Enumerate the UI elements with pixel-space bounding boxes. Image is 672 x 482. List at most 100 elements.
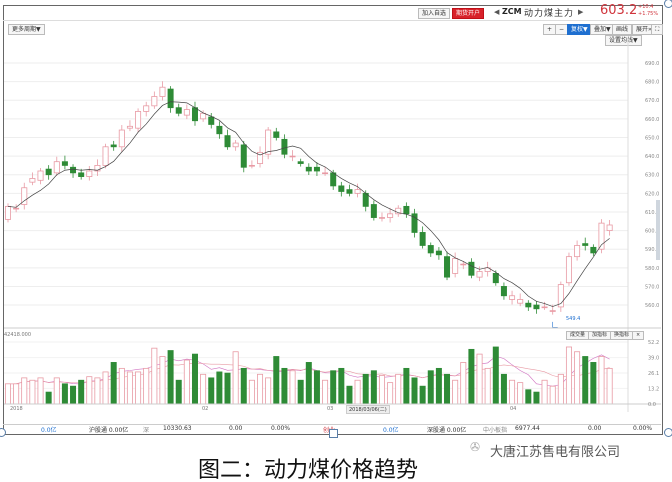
x-label-04: 04 bbox=[510, 406, 517, 412]
volume-bar bbox=[533, 391, 540, 405]
candle-body bbox=[297, 161, 304, 164]
candle-body bbox=[411, 213, 418, 233]
volume-bar bbox=[143, 367, 150, 405]
volume-bar bbox=[322, 379, 329, 405]
status-sz-index: 10330.63 bbox=[163, 425, 192, 432]
add-watchlist-button[interactable]: 加入自选 bbox=[418, 8, 451, 19]
x-label-03: 03 bbox=[327, 406, 334, 412]
candle-body bbox=[419, 232, 426, 246]
fullscreen-button[interactable]: ⛶ bbox=[651, 24, 664, 35]
change-indicator-button[interactable]: 换指标 bbox=[610, 331, 634, 340]
volume-bar bbox=[13, 383, 20, 405]
volume-bar bbox=[435, 367, 442, 405]
next-symbol-icon[interactable]: ▶ bbox=[578, 8, 584, 16]
volume-bar bbox=[606, 367, 613, 405]
candle-body bbox=[582, 243, 589, 246]
candle-body bbox=[378, 217, 385, 219]
resize-handle-right[interactable] bbox=[664, 428, 672, 437]
candle-body bbox=[21, 187, 28, 205]
open-account-button[interactable]: 期货开户 bbox=[452, 8, 485, 19]
status-sh-connect: 沪股通 0.00亿 bbox=[89, 427, 129, 434]
volume-bar bbox=[200, 373, 207, 405]
price-change-pct: +1.75% bbox=[638, 11, 659, 17]
figure-caption: 图二：动力煤价格趋势 bbox=[198, 458, 419, 482]
candle-body bbox=[557, 284, 564, 308]
candle-body bbox=[102, 146, 109, 166]
ma-setting-dropdown[interactable]: 设置均线▼ bbox=[605, 35, 642, 46]
add-indicator-button[interactable]: 加指标 bbox=[588, 331, 612, 340]
candle-body bbox=[362, 192, 369, 207]
candle-body bbox=[289, 155, 296, 158]
candle-body bbox=[500, 286, 507, 297]
volume-indicator-button[interactable]: 成交量 bbox=[566, 331, 590, 340]
price-tick-label: 600.0 bbox=[645, 229, 659, 235]
volume-bar bbox=[427, 370, 434, 405]
wechat-icon: ✇ bbox=[470, 440, 481, 454]
volume-bar bbox=[338, 367, 345, 405]
price-tick-label: 670.0 bbox=[645, 98, 659, 104]
candle-body bbox=[216, 125, 223, 135]
resize-handle-top-right[interactable] bbox=[664, 0, 672, 8]
candle-body bbox=[78, 172, 85, 177]
volume-bar bbox=[216, 371, 223, 405]
status-sz-change: 0.00 bbox=[229, 425, 243, 432]
candle-body bbox=[5, 205, 11, 220]
volume-bar bbox=[582, 356, 589, 405]
prev-symbol-icon[interactable]: ◀ bbox=[494, 8, 500, 16]
volume-bar bbox=[126, 371, 133, 405]
volume-bar bbox=[549, 385, 556, 405]
status-sz-flow: 0.0亿 bbox=[383, 427, 399, 434]
status-sz-connect: 深股通 0.00亿 bbox=[427, 427, 467, 434]
price-tick-label: 640.0 bbox=[645, 154, 659, 160]
candle-body bbox=[175, 107, 182, 114]
candle-body bbox=[70, 166, 77, 174]
period-dropdown[interactable]: 更多周期▼ bbox=[8, 24, 45, 35]
resize-handle-left[interactable] bbox=[0, 428, 6, 437]
candle-body bbox=[257, 151, 264, 164]
volume-bar bbox=[330, 370, 337, 405]
price-tick-label: 650.0 bbox=[645, 135, 659, 141]
volume-bar bbox=[70, 385, 77, 405]
volume-bar bbox=[313, 370, 320, 405]
volume-bar bbox=[159, 356, 166, 405]
low-price-marker bbox=[552, 321, 558, 328]
volume-bar bbox=[387, 382, 394, 405]
volume-bar bbox=[541, 379, 548, 405]
candle-body bbox=[151, 96, 158, 107]
candle-body bbox=[525, 302, 532, 308]
candle-body bbox=[427, 245, 434, 254]
volume-tick-label: 26.1 bbox=[648, 371, 659, 377]
candle-body bbox=[183, 109, 190, 116]
candle-body bbox=[590, 246, 597, 254]
candle-body bbox=[53, 161, 60, 174]
volume-bar bbox=[135, 371, 142, 405]
candle-body bbox=[143, 105, 150, 112]
volume-bar bbox=[102, 371, 109, 405]
volume-max-label: 42418.000 bbox=[4, 332, 32, 338]
volume-tick-label: 13.2 bbox=[648, 386, 659, 392]
candle-body bbox=[403, 205, 410, 215]
volume-bar bbox=[476, 353, 483, 405]
status-sme-label: 中小板指 bbox=[483, 427, 508, 434]
candle-body bbox=[86, 170, 93, 177]
volume-bar bbox=[378, 375, 385, 405]
candle-body bbox=[29, 178, 36, 183]
volume-bar bbox=[517, 382, 524, 405]
price-tick-label: 660.0 bbox=[645, 117, 659, 123]
resize-handle-bottom[interactable] bbox=[329, 429, 338, 438]
volume-bar bbox=[45, 391, 52, 405]
draw-button[interactable]: 画线 bbox=[612, 24, 633, 35]
price-tick-label: 620.0 bbox=[645, 191, 659, 197]
volume-bar bbox=[598, 356, 605, 405]
candle-body bbox=[322, 172, 329, 175]
volume-bar bbox=[191, 353, 198, 405]
x-label-02: 02 bbox=[202, 406, 209, 412]
candle-body bbox=[281, 138, 288, 155]
candle-body bbox=[476, 271, 483, 278]
close-indicator-button[interactable]: × bbox=[632, 331, 645, 340]
volume-bar bbox=[305, 362, 312, 405]
volume-tick-label: 52.2 bbox=[648, 340, 659, 346]
candle-body bbox=[574, 245, 581, 258]
volume-bar bbox=[151, 347, 158, 405]
